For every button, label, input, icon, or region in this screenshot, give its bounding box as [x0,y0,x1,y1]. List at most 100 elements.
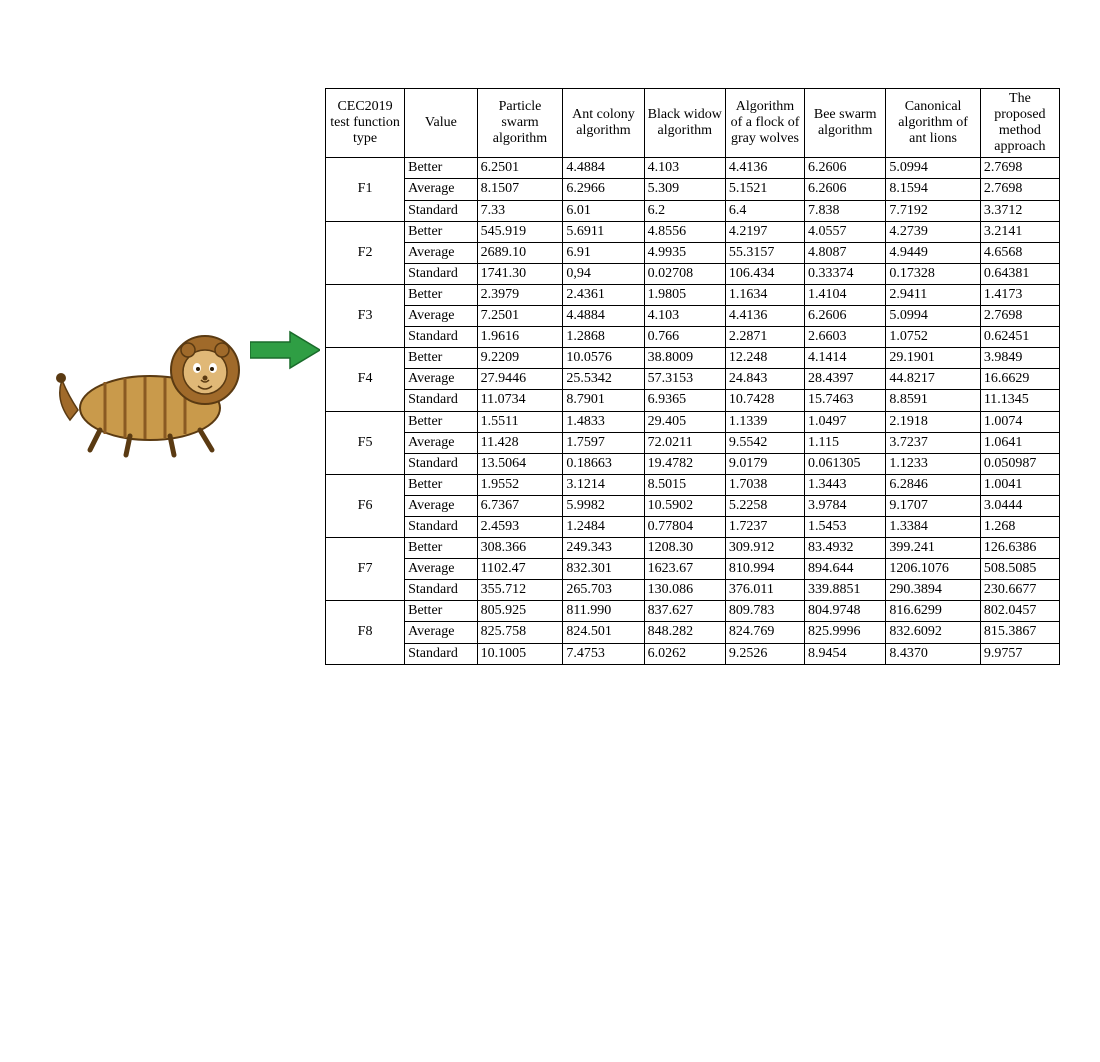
data-cell: 1.1634 [725,284,804,305]
table-row: Average6.73675.998210.59025.22583.97849.… [326,495,1060,516]
data-cell: 9.1707 [886,495,980,516]
table-row: Standard1741.300,940.02708106.4340.33374… [326,263,1060,284]
data-cell: 376.011 [725,580,804,601]
data-cell: 8.1507 [477,179,563,200]
data-cell: 5.309 [644,179,725,200]
data-cell: 10.1005 [477,643,563,664]
table-row: Standard7.336.016.26.47.8387.71923.3712 [326,200,1060,221]
data-cell: 0.33374 [805,263,886,284]
value-label-cell: Better [405,538,478,559]
table-row: Average11.4281.759772.02119.55421.1153.7… [326,432,1060,453]
data-cell: 1.9805 [644,284,725,305]
data-cell: 16.6629 [980,369,1059,390]
col-gwo: Algorithm of a flock of gray wolves [725,89,804,158]
table-row: F6Better1.95523.12148.50151.70381.34436.… [326,474,1060,495]
data-cell: 0.17328 [886,263,980,284]
table-row: Average1102.47832.3011623.67810.994894.6… [326,559,1060,580]
table-row: F1Better6.25014.48844.1034.41366.26065.0… [326,158,1060,179]
data-cell: 4.9449 [886,242,980,263]
value-label-cell: Better [405,411,478,432]
data-cell: 508.5085 [980,559,1059,580]
data-cell: 810.994 [725,559,804,580]
col-antlion: Canonical algorithm of ant lions [886,89,980,158]
data-cell: 29.1901 [886,348,980,369]
function-cell: F7 [326,538,405,601]
data-cell: 9.0179 [725,453,804,474]
data-cell: 5.2258 [725,495,804,516]
table-body: F1Better6.25014.48844.1034.41366.26065.0… [326,158,1060,664]
benchmark-table-container: CEC2019 test function type Value Particl… [325,88,1060,665]
table-row: Standard13.50640.1866319.47829.01790.061… [326,453,1060,474]
data-cell: 3.9784 [805,495,886,516]
data-cell: 4.4884 [563,158,644,179]
data-cell: 1.268 [980,516,1059,537]
data-cell: 6.01 [563,200,644,221]
data-cell: 9.9757 [980,643,1059,664]
data-cell: 5.6911 [563,221,644,242]
data-cell: 6.2846 [886,474,980,495]
data-cell: 1741.30 [477,263,563,284]
data-cell: 7.4753 [563,643,644,664]
data-cell: 804.9748 [805,601,886,622]
data-cell: 249.343 [563,538,644,559]
col-bee: Bee swarm algorithm [805,89,886,158]
table-row: F3Better2.39792.43611.98051.16341.41042.… [326,284,1060,305]
data-cell: 8.9454 [805,643,886,664]
data-cell: 4.4884 [563,306,644,327]
data-cell: 1.0641 [980,432,1059,453]
data-cell: 11.1345 [980,390,1059,411]
data-cell: 4.4136 [725,306,804,327]
data-cell: 8.8591 [886,390,980,411]
value-label-cell: Average [405,559,478,580]
data-cell: 230.6677 [980,580,1059,601]
data-cell: 2.7698 [980,306,1059,327]
data-cell: 805.925 [477,601,563,622]
data-cell: 9.5542 [725,432,804,453]
data-cell: 10.0576 [563,348,644,369]
data-cell: 0.64381 [980,263,1059,284]
data-cell: 832.301 [563,559,644,580]
data-cell: 0.061305 [805,453,886,474]
data-cell: 83.4932 [805,538,886,559]
value-label-cell: Average [405,242,478,263]
data-cell: 7.33 [477,200,563,221]
data-cell: 1.5511 [477,411,563,432]
data-cell: 825.9996 [805,622,886,643]
data-cell: 4.1414 [805,348,886,369]
data-cell: 2.2871 [725,327,804,348]
data-cell: 38.8009 [644,348,725,369]
value-label-cell: Better [405,284,478,305]
data-cell: 825.758 [477,622,563,643]
data-cell: 5.0994 [886,158,980,179]
value-label-cell: Standard [405,327,478,348]
data-cell: 4.103 [644,158,725,179]
data-cell: 1.2484 [563,516,644,537]
value-label-cell: Better [405,221,478,242]
data-cell: 816.6299 [886,601,980,622]
data-cell: 1.2868 [563,327,644,348]
data-cell: 6.4 [725,200,804,221]
data-cell: 290.3894 [886,580,980,601]
data-cell: 1.4104 [805,284,886,305]
data-cell: 809.783 [725,601,804,622]
data-cell: 4.103 [644,306,725,327]
table-row: Standard11.07348.79016.936510.742815.746… [326,390,1060,411]
data-cell: 13.5064 [477,453,563,474]
data-cell: 894.644 [805,559,886,580]
value-label-cell: Average [405,306,478,327]
data-cell: 1.1233 [886,453,980,474]
value-label-cell: Average [405,179,478,200]
data-cell: 1206.1076 [886,559,980,580]
value-label-cell: Standard [405,643,478,664]
data-cell: 1.3384 [886,516,980,537]
data-cell: 4.0557 [805,221,886,242]
table-row: F4Better9.220910.057638.800912.2484.1414… [326,348,1060,369]
data-cell: 1623.67 [644,559,725,580]
data-cell: 9.2526 [725,643,804,664]
table-row: Average7.25014.48844.1034.41366.26065.09… [326,306,1060,327]
data-cell: 1102.47 [477,559,563,580]
data-cell: 9.2209 [477,348,563,369]
value-label-cell: Standard [405,516,478,537]
data-cell: 57.3153 [644,369,725,390]
data-cell: 5.9982 [563,495,644,516]
